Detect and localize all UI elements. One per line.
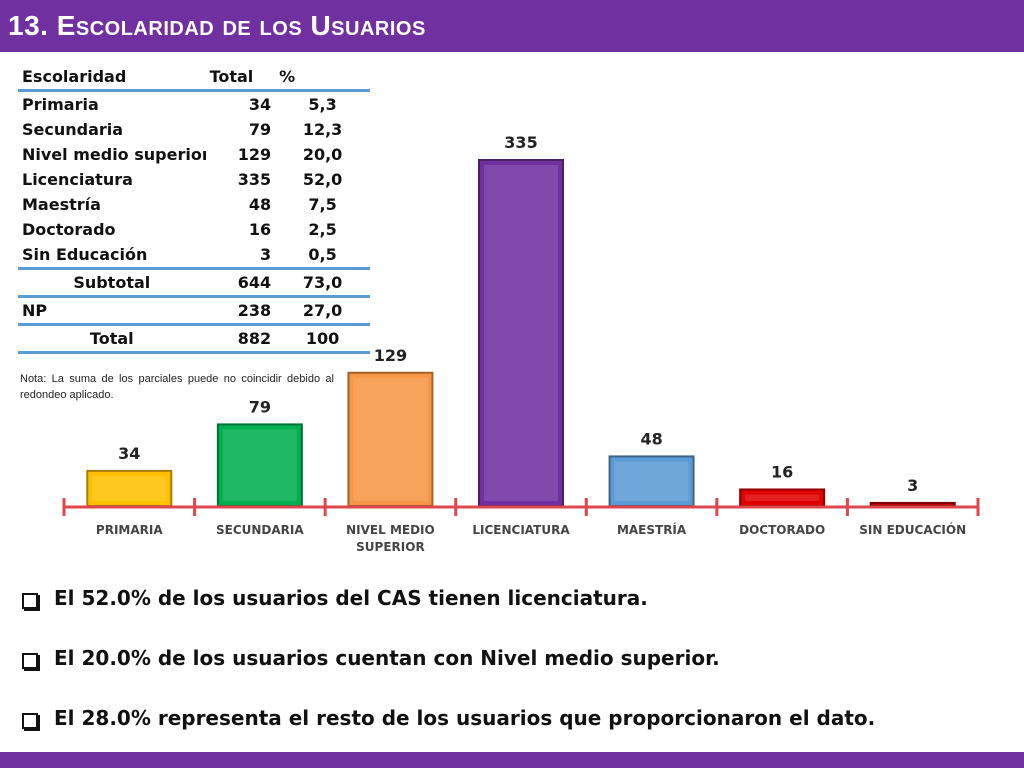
- bottom-bar: [0, 752, 1024, 768]
- x-tick-label: SIN EDUCACIÓN: [859, 522, 966, 537]
- subtotal-pct: 73,0: [302, 273, 343, 292]
- slide-title: 13. Escolaridad de los Usuarios: [8, 10, 426, 41]
- bar-highlight: [745, 494, 820, 501]
- data-label: 335: [504, 133, 537, 152]
- row-name: Doctorado: [22, 220, 116, 239]
- np-total: 238: [237, 301, 272, 320]
- table-row: Nivel medio superior 129 20,0: [18, 142, 370, 167]
- row-name: Nivel medio superior: [22, 145, 206, 164]
- bullet-text: El 28.0% representa el resto de los usua…: [54, 706, 876, 730]
- total-label: Total: [89, 329, 134, 348]
- data-label: 129: [374, 346, 407, 365]
- x-tick-label: LICENCIATURA: [472, 523, 570, 537]
- data-label: 48: [640, 429, 662, 448]
- table-row: Maestría 48 7,5: [18, 192, 370, 217]
- table-row: Licenciatura 335 52,0: [18, 167, 370, 192]
- np-pct: 27,0: [302, 301, 343, 320]
- bullet-list: El 52.0% de los usuarios del CAS tienen …: [22, 586, 875, 766]
- table-row: Sin Educación 3 0,5: [18, 242, 370, 269]
- bar-highlight: [353, 377, 428, 501]
- subtotal-total: 644: [237, 273, 272, 292]
- header-total: Total: [209, 67, 254, 86]
- data-label: 16: [771, 462, 793, 481]
- bar-chart: 34 79 129 335 48 16 3 PRIMARIA SECUNDARIA NIVEL M…: [62, 133, 980, 554]
- rounding-note: Nota: La suma de los parciales puede no …: [20, 373, 334, 401]
- checkbox-bullet-icon: [22, 713, 38, 729]
- data-label: 79: [249, 397, 271, 416]
- header-pct: %: [279, 67, 296, 86]
- bullet-item: El 52.0% de los usuarios del CAS tienen …: [22, 586, 875, 646]
- subtotal-row: Subtotal 644 73,0: [18, 268, 370, 297]
- subtotal-label: Subtotal: [73, 273, 151, 292]
- bullet-text: El 52.0% de los usuarios del CAS tienen …: [54, 586, 648, 610]
- row-total: 335: [237, 170, 272, 189]
- np-label: NP: [22, 301, 48, 320]
- bar-highlight: [484, 165, 558, 501]
- title-bar: 13. Escolaridad de los Usuarios: [0, 0, 1024, 52]
- row-total: 129: [237, 145, 272, 164]
- row-name: Secundaria: [22, 120, 124, 139]
- x-tick-label: NIVEL MEDIO SUPERIOR: [346, 523, 435, 554]
- row-pct: 12,3: [302, 120, 343, 139]
- row-total: 79: [248, 120, 272, 139]
- table-row: Secundaria 79 12,3: [18, 117, 370, 142]
- x-tick-label: PRIMARIA: [96, 523, 163, 537]
- row-pct: 0,5: [308, 245, 337, 264]
- row-pct: 7,5: [308, 195, 337, 214]
- row-pct: 2,5: [308, 220, 337, 239]
- bar-highlight: [92, 475, 167, 501]
- data-label: 3: [907, 476, 918, 495]
- total-pct: 100: [305, 329, 340, 348]
- row-total: 34: [248, 95, 272, 114]
- row-total: 3: [259, 245, 272, 264]
- table-row: Doctorado 16 2,5: [18, 217, 370, 242]
- row-name: Maestría: [22, 195, 101, 214]
- checkbox-bullet-icon: [22, 593, 38, 609]
- np-row: NP 238 27,0: [18, 297, 370, 325]
- table-header-row: Escolaridad Total %: [18, 64, 370, 91]
- x-tick-label: MAESTRÍA: [617, 522, 687, 537]
- bullet-text: El 20.0% de los usuarios cuentan con Niv…: [54, 646, 720, 670]
- bar-highlight: [614, 461, 689, 501]
- data-label: 34: [118, 444, 140, 463]
- row-pct: 20,0: [302, 145, 343, 164]
- checkbox-bullet-icon: [22, 653, 38, 669]
- row-name: Sin Educación: [22, 245, 148, 264]
- table-row: Primaria 34 5,3: [18, 91, 370, 118]
- bullet-item: El 28.0% representa el resto de los usua…: [22, 706, 875, 766]
- x-tick-label: SECUNDARIA: [216, 523, 304, 537]
- total-total: 882: [237, 329, 272, 348]
- row-pct: 52,0: [302, 170, 343, 189]
- data-table: Escolaridad Total % Primaria 34 5,3 Secu…: [18, 64, 370, 354]
- row-total: 48: [248, 195, 272, 214]
- x-tick-label: DOCTORADO: [739, 523, 825, 537]
- header-escolaridad: Escolaridad: [22, 67, 127, 86]
- row-total: 16: [248, 220, 272, 239]
- row-name: Licenciatura: [22, 170, 133, 189]
- bar-highlight: [222, 429, 297, 501]
- total-row: Total 882 100: [18, 325, 370, 353]
- row-name: Primaria: [22, 95, 99, 114]
- bullet-item: El 20.0% de los usuarios cuentan con Niv…: [22, 646, 875, 706]
- row-pct: 5,3: [308, 95, 337, 114]
